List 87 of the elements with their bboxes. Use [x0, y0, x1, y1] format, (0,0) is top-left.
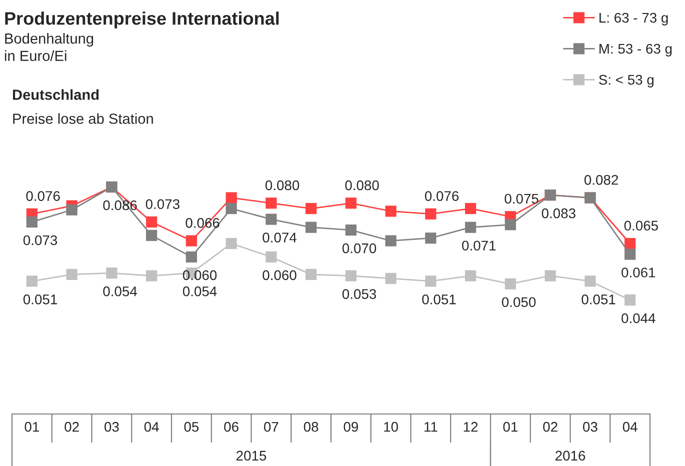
chart-title: Produzentenpreise International [5, 12, 279, 28]
point [306, 222, 317, 233]
point [186, 251, 197, 263]
legend-label: M: 53 - 63 g [600, 44, 672, 56]
point [66, 204, 78, 216]
point [146, 270, 158, 282]
point [385, 206, 396, 217]
point [226, 202, 237, 214]
data-label: 0.054 [182, 286, 217, 296]
point [465, 270, 476, 282]
data-label: 0.073 [23, 235, 58, 246]
point [26, 276, 38, 287]
point [584, 276, 596, 287]
legend-label: S: < 53 g [599, 74, 654, 88]
x-tick-label: 04 [144, 422, 159, 432]
data-label: 0.076 [424, 191, 459, 201]
point [186, 235, 197, 246]
point [504, 219, 516, 230]
data-label: 0.060 [182, 270, 217, 280]
data-label: 0.050 [502, 297, 536, 308]
x-tick-label: 03 [104, 422, 119, 432]
point [504, 278, 516, 290]
point [306, 268, 317, 280]
point [226, 238, 237, 250]
point [624, 294, 636, 306]
point [266, 214, 277, 225]
point [226, 192, 237, 204]
data-label: 0.073 [146, 199, 180, 210]
point [345, 270, 356, 282]
data-label: 0.080 [345, 180, 379, 190]
x-tick-label: 02 [543, 422, 558, 432]
chart-subtitle: Bodenhaltung in Euro/Ei [4, 33, 94, 62]
legend-label: L: 63 - 73 g [600, 12, 668, 26]
point [624, 248, 636, 260]
text: Deutschland [12, 89, 99, 100]
data-label: 0.065 [624, 220, 658, 231]
point [465, 202, 476, 214]
data-label: 0.083 [542, 208, 576, 218]
x-tick-label: 01 [503, 422, 518, 432]
data-label: 0.054 [103, 286, 137, 296]
data-label: 0.051 [422, 294, 456, 304]
text: 2015 [236, 450, 266, 461]
point [66, 268, 78, 280]
data-label: 0.080 [265, 180, 300, 190]
point [306, 202, 317, 214]
x-tick-label: 06 [224, 422, 238, 432]
point [106, 268, 118, 279]
data-label: 0.051 [582, 294, 616, 304]
x-tick-label: 03 [583, 422, 598, 432]
text: Preise lose ab Station [13, 113, 153, 124]
point [26, 216, 38, 228]
data-label: 0.071 [462, 240, 496, 251]
x-tick-label: 10 [384, 422, 398, 432]
point [624, 238, 636, 250]
data-label: 0.076 [26, 191, 60, 201]
data-label: 0.060 [262, 270, 296, 280]
x-tick-label: 12 [464, 422, 478, 432]
point [425, 232, 436, 244]
data-label: 0.074 [262, 232, 296, 242]
x-tick-label: 04 [622, 422, 638, 432]
data-label: 0.075 [504, 194, 538, 204]
x-tick-label: 07 [264, 422, 278, 432]
text: 2016 [556, 450, 586, 461]
x-tick-label: 11 [424, 422, 438, 432]
data-label: 0.051 [23, 294, 57, 304]
point [345, 224, 356, 236]
point [544, 270, 556, 282]
data-label: 0.082 [584, 174, 618, 185]
point [266, 198, 277, 209]
data-label: 0.044 [622, 313, 656, 324]
point [385, 235, 396, 246]
point [425, 208, 436, 220]
point [266, 251, 277, 263]
data-label: 0.070 [342, 243, 376, 254]
x-tick-label: 01 [24, 422, 39, 432]
point [425, 276, 436, 287]
data-label: 0.053 [342, 289, 376, 299]
x-tick-label: 08 [304, 422, 318, 432]
point [465, 222, 476, 233]
point [146, 216, 158, 228]
point [345, 198, 356, 209]
x-tick-label: 02 [64, 422, 79, 432]
x-tick-label: 05 [184, 422, 199, 432]
data-label: 0.061 [622, 268, 656, 278]
x-tick-label: 09 [344, 422, 358, 432]
point [385, 272, 396, 284]
point [146, 230, 158, 241]
